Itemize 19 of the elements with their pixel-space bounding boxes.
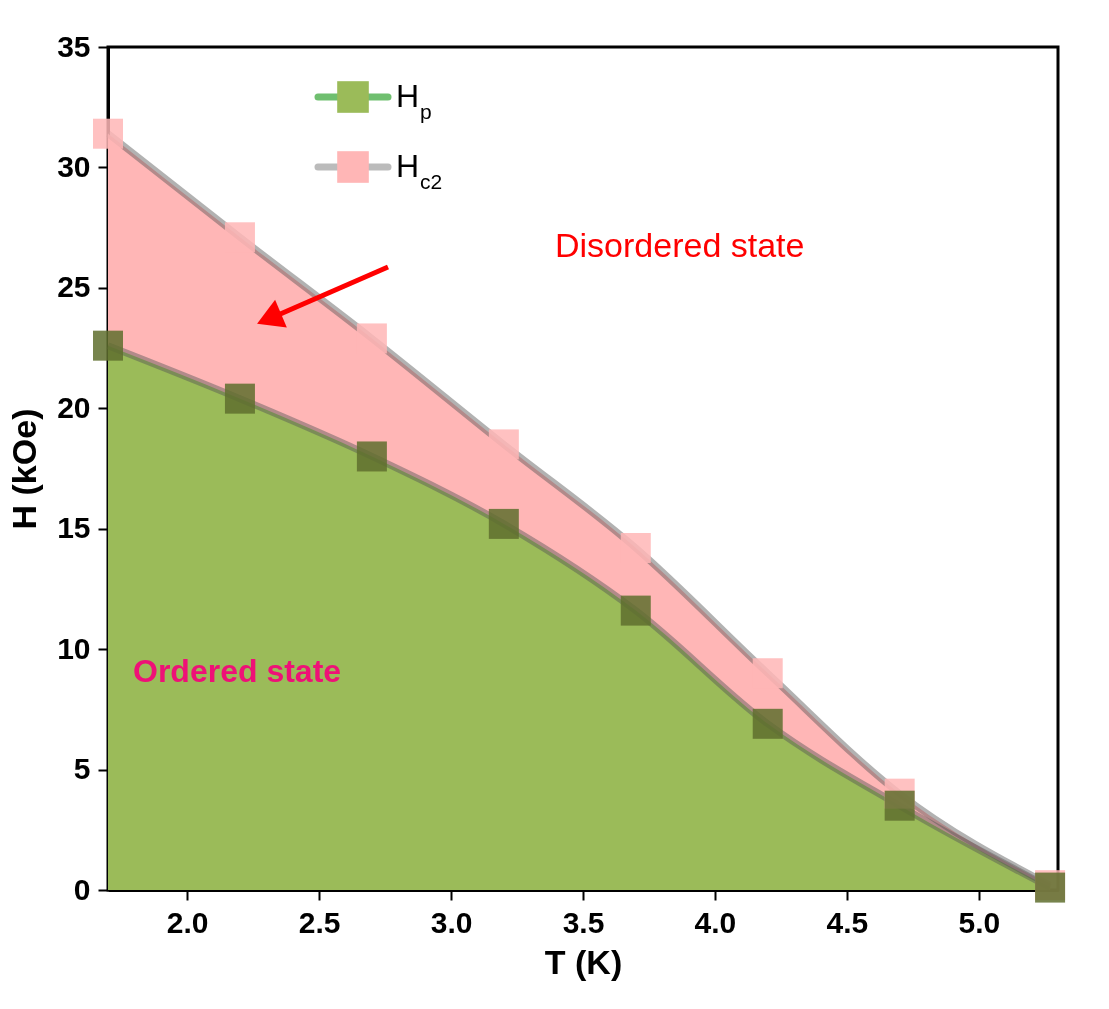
x-tick-label: 3.5 bbox=[562, 905, 605, 939]
x-tick-label: 4.0 bbox=[694, 905, 737, 939]
annotation: Disordered state bbox=[555, 226, 805, 264]
x-tick-label: 5.0 bbox=[958, 905, 1001, 939]
y-tick-label: 30 bbox=[57, 149, 91, 183]
x-tick-label: 2.5 bbox=[298, 905, 341, 939]
y-axis-title: H (kOe) bbox=[5, 408, 44, 530]
annotation: Ordered state bbox=[133, 653, 342, 689]
x-tick-label: 2.0 bbox=[166, 905, 209, 939]
x-tick-label: 3.0 bbox=[430, 905, 473, 939]
y-tick-label: 0 bbox=[73, 872, 91, 906]
y-tick-label: 35 bbox=[57, 29, 91, 63]
y-tick-label: 10 bbox=[57, 631, 91, 665]
y-tick-label: 25 bbox=[57, 270, 91, 304]
y-tick-label: 5 bbox=[73, 752, 91, 786]
x-tick-label: 4.5 bbox=[826, 905, 869, 939]
y-tick-label: 20 bbox=[57, 390, 91, 424]
x-axis-title: T (K) bbox=[544, 942, 623, 981]
y-tick-label: 15 bbox=[57, 511, 91, 545]
